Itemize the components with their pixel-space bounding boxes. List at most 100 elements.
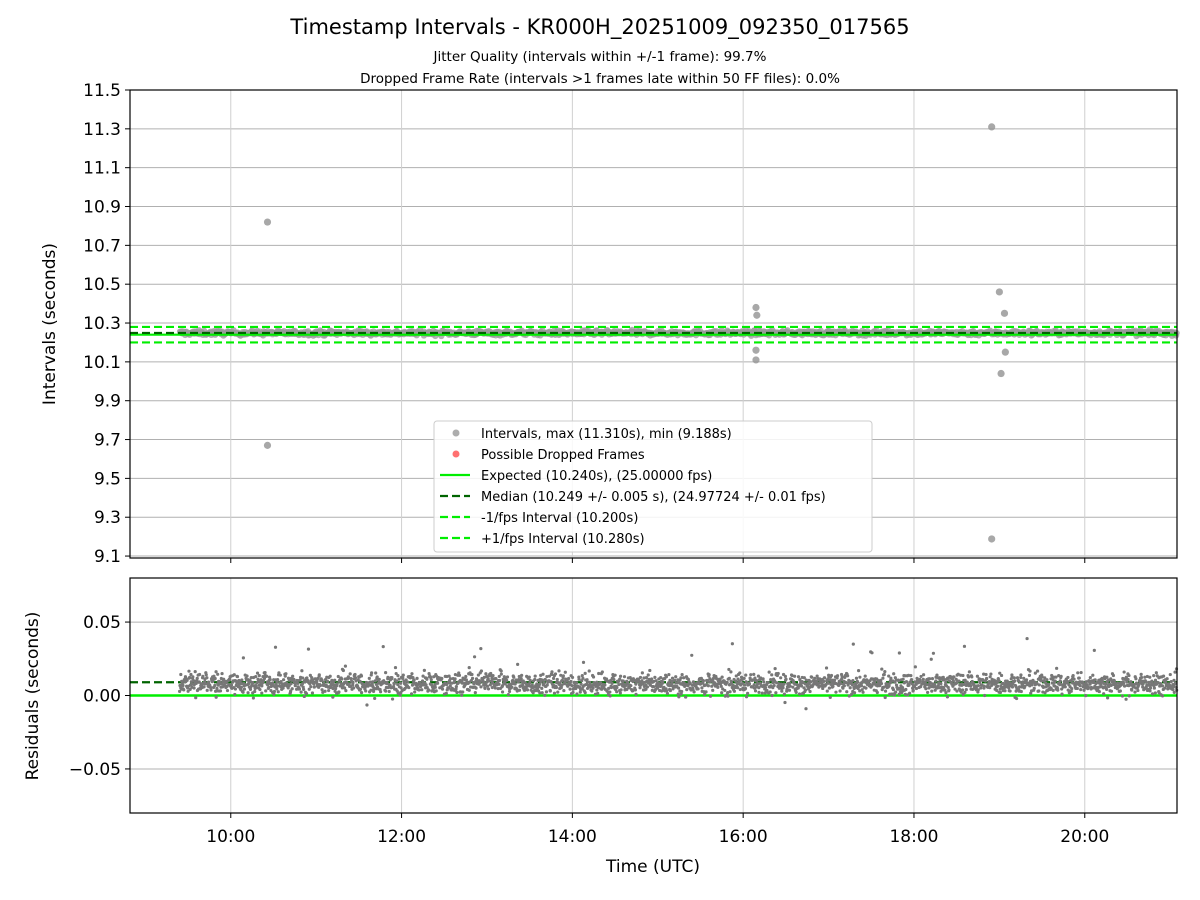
residual-point [580, 687, 584, 691]
residual-point [962, 644, 967, 648]
residual-point [967, 670, 971, 674]
residual-point [842, 684, 846, 688]
residual-point [328, 674, 332, 678]
residual-point [1040, 675, 1044, 679]
residual-point [919, 684, 923, 689]
residual-point [1173, 681, 1178, 685]
residual-point [793, 682, 797, 686]
residual-point [904, 687, 908, 692]
residual-point [813, 676, 817, 680]
residual-point [343, 664, 348, 668]
residual-point [944, 680, 948, 685]
residual-point [1130, 688, 1134, 692]
residual-point [308, 682, 312, 686]
residual-point [1109, 683, 1113, 688]
residual-point [248, 687, 253, 691]
residual-point [375, 675, 379, 679]
residual-point [1144, 680, 1148, 684]
residual-point [225, 688, 230, 693]
residual-point [719, 684, 723, 688]
residual-point [964, 688, 968, 692]
residual-point [864, 686, 868, 690]
residual-point [545, 674, 549, 679]
residual-point [541, 672, 545, 676]
residual-point [828, 695, 832, 699]
residual-point [563, 670, 567, 674]
residual-point [883, 669, 887, 674]
residual-point [213, 676, 217, 681]
residual-point [1018, 680, 1022, 684]
bottom-x-tick-label: 20:00 [1060, 827, 1109, 847]
residual-point [644, 676, 649, 680]
residual-point [420, 688, 424, 692]
residual-point [543, 693, 547, 697]
residual-point [553, 672, 558, 676]
residual-point [434, 689, 438, 693]
residual-point [1037, 683, 1041, 687]
residual-point [1105, 687, 1109, 691]
residual-point [550, 672, 554, 677]
residual-point [985, 676, 989, 681]
residual-point [660, 689, 664, 693]
residual-point [861, 690, 865, 694]
residual-point [1075, 686, 1079, 691]
residual-point [320, 688, 324, 692]
residual-point [215, 686, 219, 690]
residual-point [766, 681, 770, 685]
residual-point [1044, 681, 1048, 685]
residual-point [379, 690, 383, 694]
residual-point [846, 674, 850, 678]
residual-point [1161, 674, 1166, 678]
residual-point [965, 680, 969, 684]
residual-point [472, 682, 476, 686]
residual-point [963, 690, 967, 694]
residual-point [1045, 678, 1049, 682]
residual-point [608, 694, 612, 698]
residual-point [276, 690, 280, 694]
legend-label-plus-fps: +1/fps Interval (10.280s) [481, 532, 645, 547]
residual-point [233, 687, 238, 691]
residual-point [1033, 671, 1037, 675]
residual-point [738, 687, 742, 692]
residual-point [533, 674, 537, 678]
residual-point [1079, 688, 1083, 692]
residual-point [537, 682, 542, 687]
residual-point [615, 685, 619, 690]
bottom-y-tick-label: 0.05 [83, 613, 121, 633]
residual-point [493, 686, 497, 690]
residual-point [901, 677, 905, 681]
residual-point [257, 673, 261, 678]
residual-point [1129, 680, 1133, 684]
residual-point [587, 669, 591, 673]
residual-point [510, 685, 514, 689]
residual-point [191, 675, 195, 679]
residual-point [427, 688, 431, 692]
residual-point [513, 682, 517, 686]
residual-point [559, 673, 563, 677]
residual-point [583, 671, 587, 675]
residual-point [351, 681, 355, 685]
residual-point [982, 684, 986, 688]
residual-point [506, 693, 510, 697]
residual-point [897, 692, 901, 696]
residual-point [909, 678, 914, 682]
residual-point [579, 682, 583, 686]
residual-point [300, 682, 305, 686]
residual-point [1019, 689, 1023, 694]
residual-point [580, 673, 584, 678]
residual-point [632, 678, 636, 682]
residual-point [258, 687, 262, 692]
legend-label-minus-fps: -1/fps Interval (10.200s) [481, 511, 638, 526]
residual-point [634, 692, 638, 696]
residual-point [179, 672, 183, 677]
residual-point [779, 676, 783, 680]
residual-point [653, 675, 657, 679]
residual-point [178, 689, 182, 693]
residual-point [384, 689, 388, 693]
residual-point [969, 684, 973, 688]
legend-label-median: Median (10.249 +/- 0.005 s), (24.97724 +… [481, 490, 826, 505]
residual-point [1105, 675, 1109, 679]
residual-point [983, 693, 987, 698]
residual-point [304, 691, 309, 696]
residual-point [753, 689, 758, 693]
